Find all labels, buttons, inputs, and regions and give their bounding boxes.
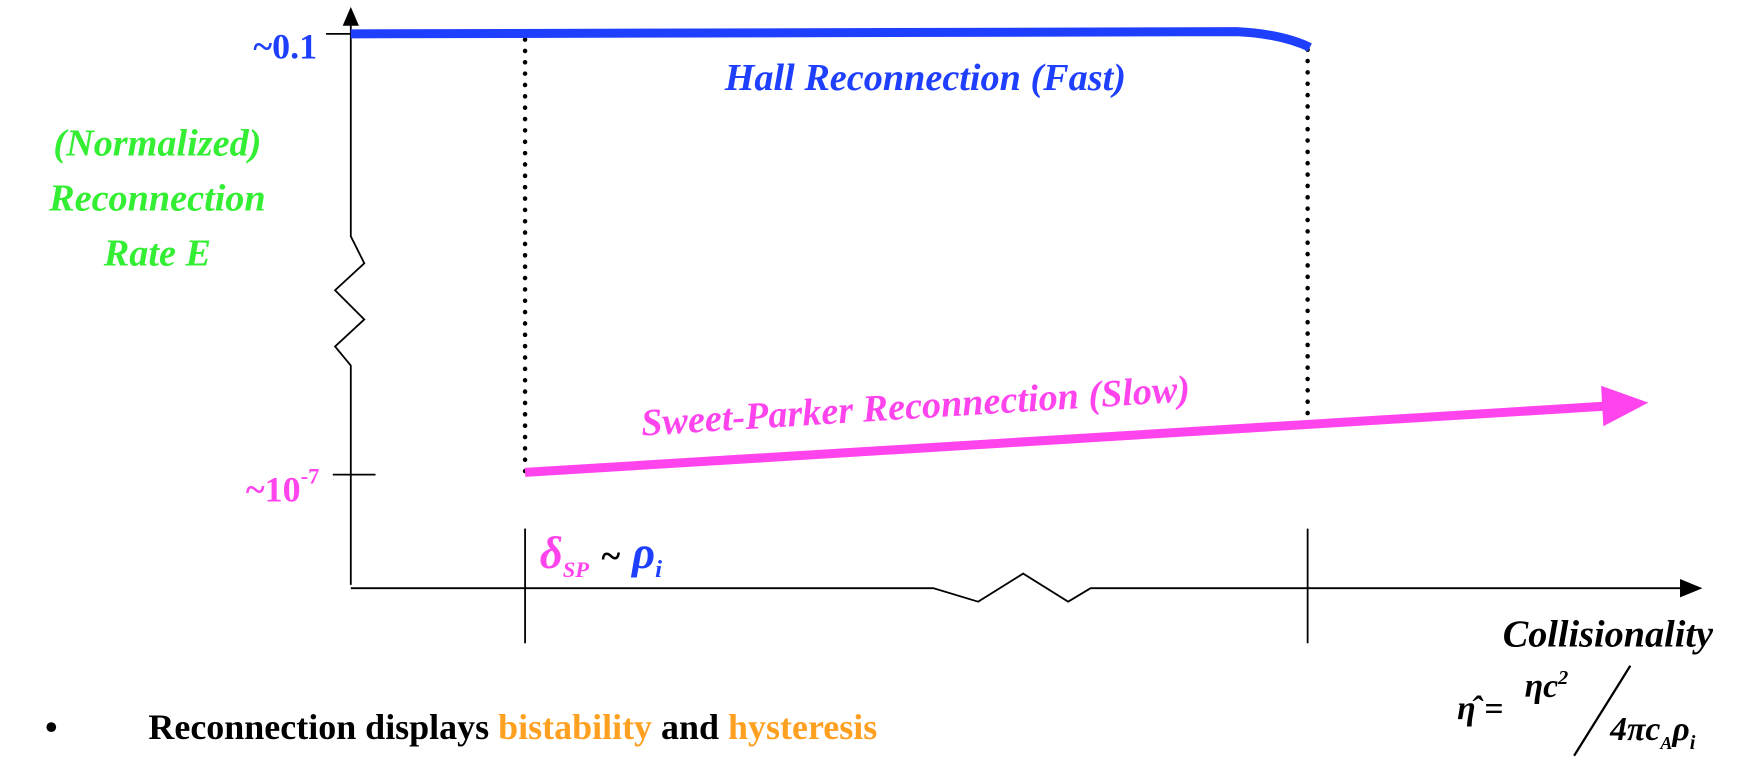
bullet-term-1: bistability	[498, 707, 652, 747]
y-axis	[333, 22, 366, 585]
formula: η̂ = ηc2 4πcAρi	[1457, 665, 1696, 757]
den-rho: ρ	[1671, 711, 1689, 748]
tilde: ~	[600, 536, 620, 576]
sweet-parker-arrow	[1601, 385, 1649, 427]
fraction-slash	[1573, 665, 1632, 757]
delta-sub: SP	[563, 557, 589, 582]
y-axis-label: (Normalized) Reconnection Rate E	[48, 122, 266, 274]
bullet-marker: •	[45, 707, 58, 747]
den-sub-a: A	[1659, 733, 1672, 753]
formula-denominator: 4πcAρi	[1609, 711, 1696, 754]
hall-curve	[350, 27, 1312, 52]
rho-sub: i	[655, 556, 662, 583]
x-arrow	[1680, 578, 1703, 598]
y-label-line: Rate E	[103, 233, 211, 275]
tick-exponent: -7	[301, 464, 320, 489]
transition-label: δSP ~ ρi	[540, 528, 662, 583]
denominator: 4πc	[1609, 711, 1660, 748]
rho: ρ	[630, 528, 655, 578]
y-label-line: Reconnection	[48, 177, 266, 219]
numerator-exp: 2	[1557, 667, 1568, 689]
numerator: ηc	[1525, 668, 1559, 705]
tick-base: ~10	[246, 470, 301, 510]
formula-numerator: ηc2	[1525, 667, 1569, 705]
dotted-lines	[522, 37, 1310, 475]
bottom-tick-label: ~10-7	[246, 464, 319, 510]
formula-lhs: η̂ =	[1457, 691, 1503, 728]
bullet-text-2: and	[652, 707, 728, 747]
delta: δ	[540, 528, 563, 578]
sweet-parker-curve	[524, 401, 1609, 477]
x-axis-label: Collisionality	[1503, 614, 1714, 656]
bullet-term-2: hysteresis	[728, 707, 877, 747]
y-arrow	[342, 6, 359, 26]
bullet-text: Reconnection displays bistability and hy…	[148, 707, 877, 747]
axes	[326, 6, 1703, 644]
bullet-text-1: Reconnection displays	[148, 707, 498, 747]
top-tick-label: ~0.1	[253, 27, 317, 67]
y-label-line: (Normalized)	[53, 122, 261, 164]
den-sub-i: i	[1690, 732, 1696, 754]
hall-label: Hall Reconnection (Fast)	[724, 57, 1126, 99]
x-axis	[350, 572, 1681, 603]
